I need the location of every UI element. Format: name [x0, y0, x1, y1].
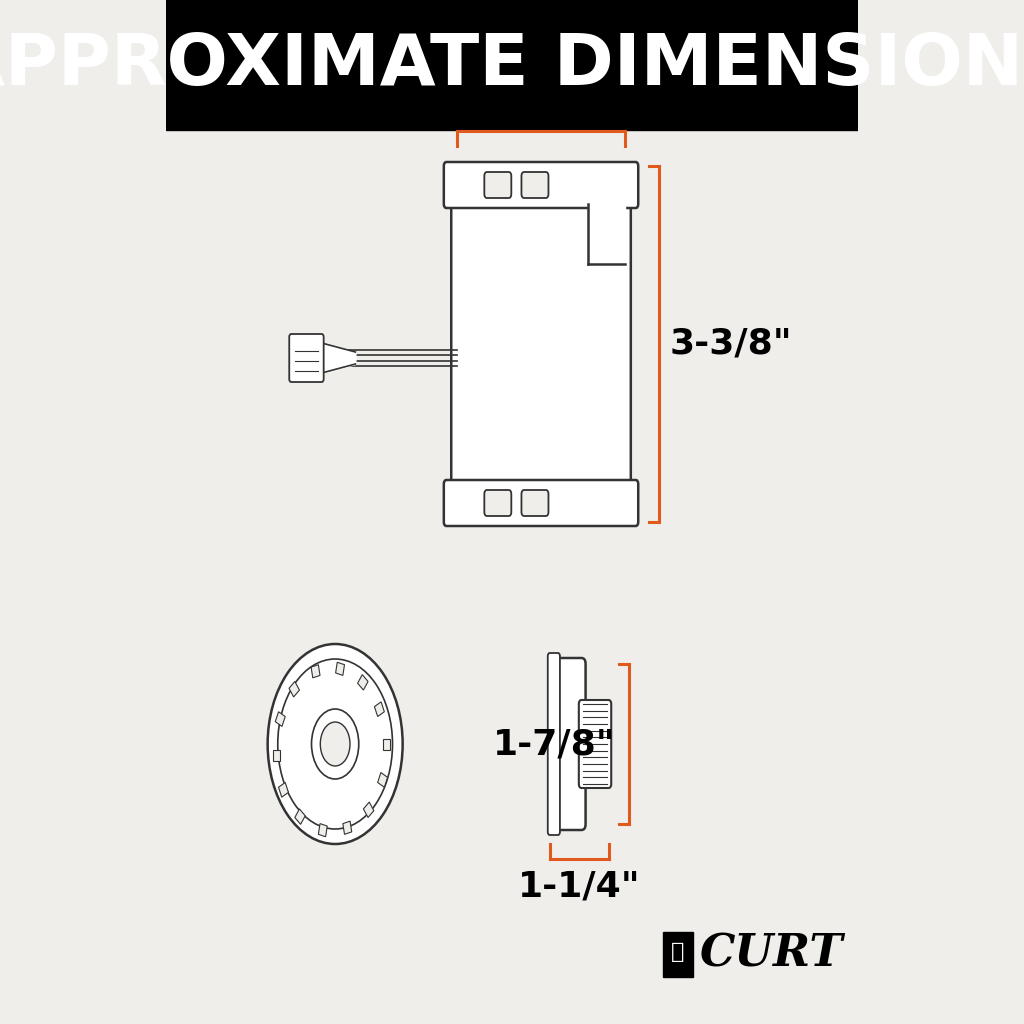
Text: 3-3/8": 3-3/8" — [670, 327, 792, 361]
Text: ⌖: ⌖ — [671, 942, 684, 962]
Bar — [357, 675, 368, 690]
FancyBboxPatch shape — [289, 334, 324, 382]
FancyBboxPatch shape — [443, 480, 638, 526]
Bar — [364, 802, 374, 817]
Text: 1-7/8": 1-7/8" — [493, 727, 615, 761]
Bar — [311, 665, 321, 678]
Bar — [279, 782, 289, 797]
Bar — [272, 750, 281, 761]
Bar — [295, 809, 305, 824]
Bar — [375, 701, 384, 717]
Bar — [378, 772, 387, 787]
FancyBboxPatch shape — [484, 172, 511, 198]
FancyBboxPatch shape — [484, 490, 511, 516]
FancyBboxPatch shape — [548, 653, 560, 835]
Text: CURT: CURT — [699, 933, 843, 976]
Text: 3": 3" — [519, 82, 563, 116]
FancyBboxPatch shape — [521, 172, 549, 198]
Circle shape — [267, 644, 402, 844]
Bar — [336, 663, 344, 676]
Text: APPROXIMATE DIMENSIONS: APPROXIMATE DIMENSIONS — [0, 31, 1024, 99]
FancyBboxPatch shape — [452, 196, 631, 492]
Bar — [383, 738, 390, 750]
Circle shape — [311, 709, 358, 779]
Circle shape — [278, 659, 392, 829]
Text: 1-1/4": 1-1/4" — [518, 869, 640, 903]
Circle shape — [321, 722, 350, 766]
Bar — [275, 712, 286, 726]
Bar — [289, 682, 299, 697]
Bar — [343, 821, 351, 835]
FancyBboxPatch shape — [579, 700, 611, 788]
Bar — [318, 823, 328, 837]
FancyBboxPatch shape — [521, 490, 549, 516]
FancyBboxPatch shape — [443, 162, 638, 208]
Bar — [588, 204, 626, 264]
Bar — [166, 0, 858, 130]
FancyBboxPatch shape — [554, 658, 586, 830]
Bar — [663, 932, 693, 977]
